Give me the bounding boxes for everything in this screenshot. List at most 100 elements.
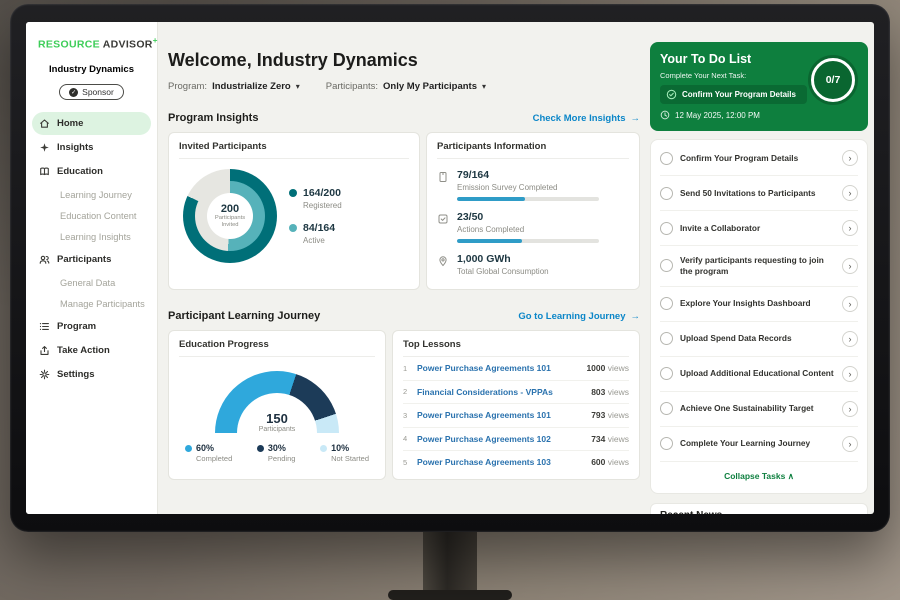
completed-pct: 60%	[196, 443, 215, 453]
lesson-rank: 5	[403, 457, 408, 467]
task-label: Send 50 Invitations to Participants	[680, 187, 816, 198]
sidebar-item-education-content[interactable]: Education Content	[32, 205, 151, 226]
task-label: Explore Your Insights Dashboard	[680, 298, 811, 309]
task-checkbox[interactable]	[660, 151, 673, 165]
todo-due-label: 12 May 2025, 12:00 PM	[675, 110, 760, 120]
chevron-right-icon[interactable]: ›	[842, 400, 858, 417]
task-row[interactable]: Achieve One Sustainability Target ›	[660, 392, 858, 427]
progress-fill	[457, 239, 523, 243]
sidebar-item-insights[interactable]: Insights	[32, 136, 151, 159]
participants-filter-label: Participants:	[325, 81, 379, 92]
filters-row: Program: Industrialize Zero ▾ Participan…	[168, 81, 640, 92]
sidebar-item-manage-participants[interactable]: Manage Participants	[32, 293, 151, 314]
invited-legend: 164/200 Registered 84/164 Active	[289, 187, 342, 245]
not-started-label: Not Started	[331, 454, 369, 463]
card-title: Participants Information	[437, 141, 629, 159]
sidebar-item-label: Education	[57, 166, 103, 177]
task-row[interactable]: Upload Additional Educational Content ›	[660, 357, 858, 392]
sidebar-item-participants[interactable]: Participants	[32, 248, 151, 271]
lesson-row: 1 Power Purchase Agreements 101 1000 vie…	[403, 357, 629, 381]
sidebar-item-learning-journey[interactable]: Learning Journey	[32, 184, 151, 205]
stat-global-consumption: 1,000 GWh Total Global Consumption	[437, 253, 629, 276]
task-label: Upload Spend Data Records	[680, 333, 792, 344]
task-row[interactable]: Send 50 Invitations to Participants ›	[660, 176, 858, 211]
task-row[interactable]: Upload Spend Data Records ›	[660, 322, 858, 357]
lesson-row: 3 Power Purchase Agreements 101 793 view…	[403, 404, 629, 428]
sidebar-item-label: General Data	[60, 277, 116, 288]
lesson-views-label: views	[605, 386, 629, 397]
task-row[interactable]: Verify participants requesting to join t…	[660, 246, 858, 287]
lesson-views-label: views	[605, 433, 629, 444]
lesson-row: 4 Power Purchase Agreements 102 734 view…	[403, 428, 629, 451]
chevron-right-icon[interactable]: ›	[842, 185, 858, 201]
invited-donut-outer: 200 Participants Invited	[183, 169, 277, 263]
gauge-label: Participants	[258, 426, 296, 433]
chevron-right-icon[interactable]: ›	[842, 295, 858, 312]
lesson-link[interactable]: Power Purchase Agreements 102	[417, 433, 551, 444]
task-checkbox[interactable]	[660, 297, 673, 311]
sidebar-item-program[interactable]: Program	[32, 315, 151, 338]
not-started-pct: 10%	[331, 443, 350, 453]
lesson-link[interactable]: Power Purchase Agreements 103	[417, 457, 551, 468]
lesson-rank: 1	[403, 363, 408, 373]
task-row[interactable]: Explore Your Insights Dashboard ›	[660, 287, 858, 322]
task-checkbox[interactable]	[660, 221, 673, 235]
sidebar-item-settings[interactable]: Settings	[32, 363, 151, 386]
sidebar-item-label: Program	[57, 321, 97, 332]
task-row[interactable]: Confirm Your Program Details ›	[660, 141, 858, 176]
todo-progress-value: 0/7	[811, 58, 855, 102]
todo-next-task[interactable]: Confirm Your Program Details	[660, 85, 807, 104]
logo-secondary: ADVISOR	[102, 38, 153, 51]
chevron-down-icon: ▾	[482, 82, 487, 91]
lesson-rank: 2	[403, 387, 408, 397]
gauge-value: 150	[266, 411, 288, 426]
org-name: Industry Dynamics	[49, 63, 134, 75]
actions-completed-label: Actions Completed	[457, 225, 525, 234]
todo-tasks-card: Confirm Your Program Details › Send 50 I…	[650, 139, 868, 494]
sidebar-item-take-action[interactable]: Take Action	[32, 339, 151, 362]
participants-filter-dropdown[interactable]: Participants: Only My Participants ▾	[326, 81, 486, 92]
task-row[interactable]: Complete Your Learning Journey ›	[660, 427, 858, 462]
invited-total: 200	[220, 202, 240, 215]
sidebar-item-general-data[interactable]: General Data	[32, 272, 151, 293]
legend-item-completed: 60% Completed	[185, 443, 232, 463]
task-checkbox[interactable]	[660, 332, 673, 346]
arrow-right-icon: →	[630, 310, 641, 322]
chevron-right-icon[interactable]: ›	[842, 365, 858, 382]
logo-plus: +	[152, 36, 158, 45]
task-checkbox[interactable]	[660, 367, 673, 381]
task-checkbox[interactable]	[660, 402, 673, 416]
lesson-link[interactable]: Financial Considerations - VPPAs	[417, 386, 553, 397]
check-more-insights-link[interactable]: Check More Insights →	[533, 113, 640, 124]
task-checkbox[interactable]	[660, 437, 673, 451]
sidebar-item-learning-insights[interactable]: Learning Insights	[32, 226, 151, 247]
legend-dot	[289, 189, 297, 197]
chevron-right-icon[interactable]: ›	[842, 257, 858, 274]
chevron-right-icon[interactable]: ›	[842, 220, 858, 236]
program-filter-label: Program:	[168, 81, 208, 92]
task-checkbox[interactable]	[660, 186, 673, 200]
collapse-tasks-button[interactable]: Collapse Tasks ∧	[660, 462, 858, 492]
chevron-right-icon[interactable]: ›	[842, 150, 858, 166]
monitor-stand-neck	[423, 530, 477, 594]
registered-value: 164/200	[303, 187, 341, 199]
take-action-icon	[40, 346, 49, 355]
chevron-right-icon[interactable]: ›	[842, 330, 858, 347]
lesson-link[interactable]: Power Purchase Agreements 101	[417, 410, 551, 421]
sponsor-icon: ✓	[69, 87, 79, 97]
chevron-right-icon[interactable]: ›	[842, 435, 858, 452]
lesson-views-count: 1000	[586, 363, 606, 374]
sidebar-item-education[interactable]: Education	[32, 160, 151, 183]
lesson-rank: 4	[403, 434, 408, 444]
sponsor-badge[interactable]: ✓ Sponsor	[59, 84, 124, 100]
task-checkbox[interactable]	[660, 259, 673, 273]
program-filter-dropdown[interactable]: Program: Industrialize Zero ▾	[168, 81, 300, 92]
main-content: Welcome, Industry Dynamics Program: Indu…	[158, 22, 645, 514]
legend-item-active: 84/164 Active	[289, 222, 342, 245]
task-row[interactable]: Invite a Collaborator ›	[660, 211, 858, 246]
sidebar-item-home[interactable]: Home	[32, 112, 151, 135]
lesson-row: 5 Power Purchase Agreements 103 600 view…	[403, 451, 629, 474]
insights-icon	[40, 143, 49, 152]
lesson-link[interactable]: Power Purchase Agreements 101	[417, 363, 551, 374]
go-to-learning-journey-link[interactable]: Go to Learning Journey →	[518, 311, 640, 322]
